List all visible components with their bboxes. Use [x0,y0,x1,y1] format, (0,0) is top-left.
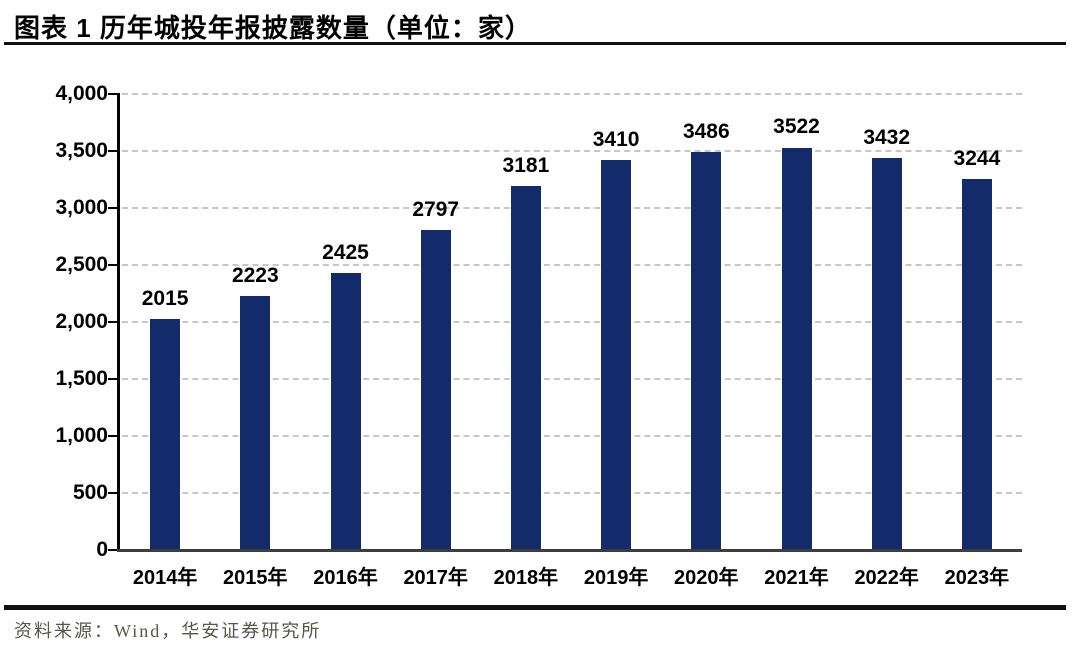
y-axis-tick-label: 3,500 [55,139,108,162]
x-axis-tick-label: 2022年 [854,567,919,589]
gridline [122,378,1022,380]
x-axis-tick-label: 2020年 [674,567,739,589]
bar [150,319,181,549]
gridline [122,93,1022,95]
bar [961,179,992,549]
bar [601,160,632,549]
x-axis-tick-label: 2021年 [764,567,829,589]
bar-value-label: 2425 [322,240,369,264]
y-axis-tick-label: 2,000 [55,310,108,333]
bar-value-label: 3244 [953,147,1001,171]
plot-area: 0 500 1,000 1,500 2,000 2,500 3,000 3,500 4,000 2… [55,83,1022,589]
y-axis-tick [108,207,117,209]
x-axis-tick-label: 2017年 [403,567,468,589]
y-axis-tick-label: 1,000 [55,424,108,447]
source-attribution: 资料来源：Wind，华安证券研究所 [14,621,322,641]
gridline [122,435,1022,437]
y-axis-tick-label: 500 [72,481,108,504]
y-axis-tick [108,321,117,323]
y-axis-tick-label: 3,000 [55,196,108,219]
gridline [122,207,1022,209]
bar-value-label: 3410 [592,128,640,152]
bar-value-label: 2797 [412,198,460,222]
x-axis-tick-label: 2015年 [223,567,288,589]
bar-value-label: 3522 [773,115,820,139]
bar-value-label: 3486 [682,119,730,143]
bar [781,147,812,549]
bar [871,157,902,549]
bar [330,272,361,549]
y-axis-tick-label: 4,000 [55,82,108,105]
y-axis-tick-label: 1,500 [55,367,108,390]
y-axis-line [117,93,120,552]
gridline [122,150,1022,152]
bar [420,230,451,549]
y-axis-tick [108,378,117,380]
x-axis-line [117,549,1022,552]
y-axis-tick-label: 0 [96,538,108,561]
y-axis-tick [108,435,117,437]
bar [240,295,271,549]
y-axis-tick [108,93,117,95]
bar [510,186,541,549]
bar-value-label: 3181 [502,154,550,178]
bar-value-label: 2015 [141,287,189,311]
x-axis-tick-label: 2014年 [132,567,198,589]
x-axis-tick-label: 2016年 [313,567,378,589]
chart-title: 图表 1 历年城投年报披露数量（单位：家） [14,13,532,43]
gridline [122,492,1022,494]
x-axis-tick-label: 2018年 [493,567,559,589]
y-axis-tick [108,549,117,551]
footer-rule [4,605,1066,610]
y-axis-tick [108,150,117,152]
y-axis-tick-label: 2,500 [55,253,108,276]
bar-value-label: 3432 [863,125,911,149]
title-underline-rule [4,42,1066,45]
bar-value-label: 2223 [231,263,279,287]
x-axis-tick-label: 2019年 [583,567,649,589]
x-axis-tick-label: 2023年 [944,567,1010,589]
y-axis-tick [108,264,117,266]
bar [691,151,722,549]
gridline [122,321,1022,323]
gridline [122,264,1022,266]
y-axis-tick [108,492,117,494]
